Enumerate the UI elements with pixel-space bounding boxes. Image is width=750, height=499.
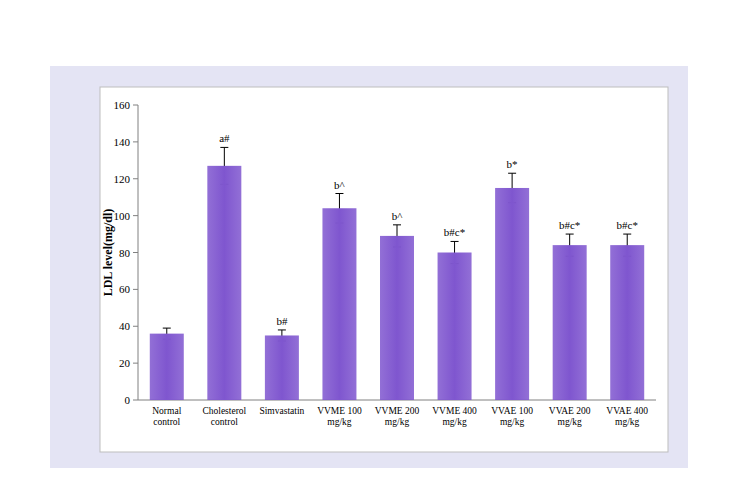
y-tick-label: 80 [119,247,131,259]
x-tick-label: Cholesterolcontrol [202,406,246,427]
label-line: Simvastatin [259,406,304,416]
x-tick-label: VVAE 200mg/kg [549,406,591,427]
label-line: control [153,417,180,427]
y-tick-label: 60 [119,283,131,295]
bar [610,245,644,400]
y-tick-label: 0 [125,394,131,406]
x-tick-label: VVAE 100mg/kg [491,406,533,427]
error-cap [508,173,516,174]
y-tick-label: 120 [114,173,131,185]
annotation: b#c* [617,219,638,231]
x-tick-label: Simvastatin [259,406,304,416]
annotation: b#c* [559,219,580,231]
bar [207,166,241,400]
error-cap [623,234,631,235]
label-line: VVME 200 [375,406,420,416]
y-tick [133,400,138,401]
y-tick [133,289,138,290]
label-line: mg/kg [327,417,352,427]
y-axis-label: LDL level(mg/dl) [101,209,115,297]
error-cap [335,193,343,194]
x-tick-label: VVME 200mg/kg [375,406,420,427]
label-line: Normal [152,406,181,416]
bar [438,253,472,401]
y-tick [133,215,138,216]
label-line: mg/kg [615,417,640,427]
annotation: b^ [334,179,346,191]
label-line: mg/kg [442,417,467,427]
x-tick-label: Normalcontrol [152,406,181,427]
y-tick [133,178,138,179]
chart-area [100,87,668,452]
label-line: VVAE 400 [606,406,648,416]
annotation: a# [219,132,230,144]
chart: 0 20 40 60 80 100 120 140 160 LDL level(mg/dl) a# b… [0,0,750,499]
error-cap [393,224,401,225]
y-tick-label: 40 [119,320,131,332]
y-tick [133,141,138,142]
error-cap [566,234,574,235]
y-tick [133,252,138,253]
annotation: b#c* [444,226,465,238]
x-tick-label: VVME 400mg/kg [432,406,477,427]
label-line: mg/kg [385,417,410,427]
x-tick-label: VVAE 400mg/kg [606,406,648,427]
label-line: mg/kg [558,417,583,427]
bar [553,245,587,400]
error-cap [163,328,171,329]
label-line: Cholesterol [202,406,246,416]
y-tick [133,363,138,364]
label-line: VVME 100 [317,406,362,416]
bar [150,334,184,400]
label-line: VVAE 200 [549,406,591,416]
y-tick [133,326,138,327]
error-cap [220,147,228,148]
x-tick-label: VVME 100mg/kg [317,406,362,427]
bar [380,236,414,400]
y-tick-label: 20 [119,357,131,369]
y-tick [133,105,138,106]
label-line: VVAE 100 [491,406,533,416]
error-cap [451,241,459,242]
label-line: VVME 400 [432,406,477,416]
annotation: b# [276,315,288,327]
annotation: b* [507,158,518,170]
y-tick-label: 160 [114,99,131,111]
annotation: b^ [392,210,404,222]
y-tick-label: 100 [114,210,131,222]
error-cap [278,329,286,330]
bar [322,208,356,400]
outer-frame [50,66,688,468]
label-line: control [211,417,238,427]
bar [265,335,299,400]
label-line: mg/kg [500,417,525,427]
bar [495,188,529,400]
y-tick-label: 140 [114,136,131,148]
